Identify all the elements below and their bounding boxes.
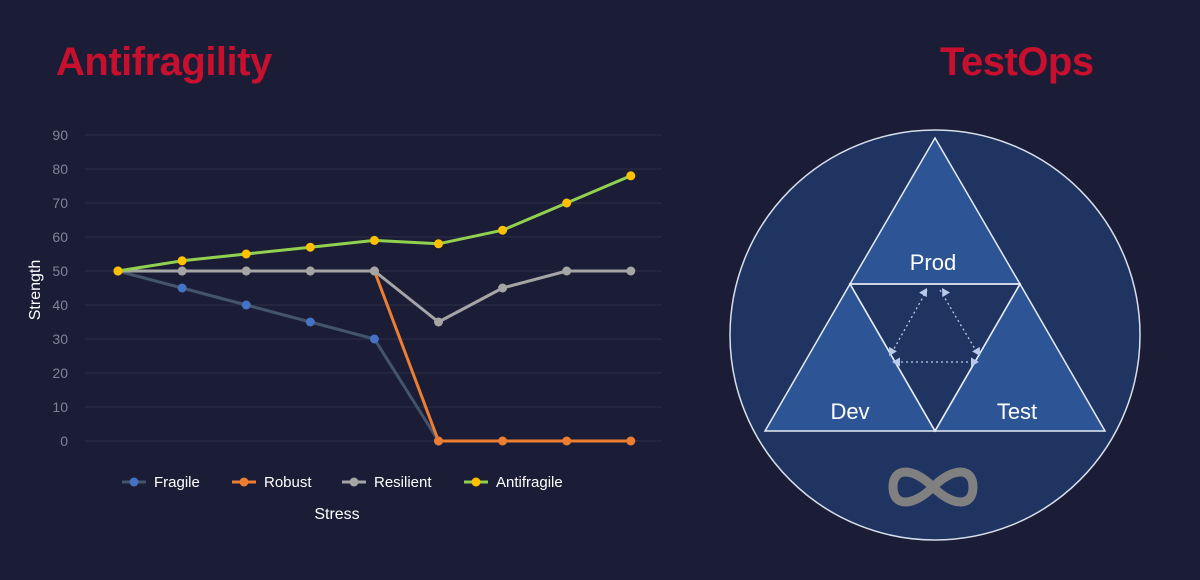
data-point-antifragile xyxy=(498,225,508,235)
data-point-resilient xyxy=(369,266,379,276)
series-line-antifragile xyxy=(117,174,632,273)
legend-label-resilient: Resilient xyxy=(374,474,432,491)
y-tick-label: 40 xyxy=(52,297,68,313)
arrowhead xyxy=(889,346,897,356)
y-tick-label: 90 xyxy=(52,127,68,143)
data-point-resilient xyxy=(305,266,315,276)
data-point-antifragile xyxy=(241,249,251,259)
flow-arrows xyxy=(890,289,979,363)
testops-title: TestOps xyxy=(940,40,1094,84)
data-point-resilient xyxy=(562,266,572,276)
y-tick-label: 10 xyxy=(52,399,68,415)
prod-label: Prod xyxy=(910,250,956,275)
data-point-fragile xyxy=(177,283,187,293)
triangle-dev xyxy=(763,282,937,432)
data-point-robust xyxy=(434,436,443,446)
y-axis-ticks: 0 10 20 30 40 50 60 70 80 90 xyxy=(52,127,68,449)
legend-marker-resilient xyxy=(349,477,359,487)
antifragility-line-chart: 0 10 20 30 40 50 60 70 80 90 Strength Stress Frag… xyxy=(27,127,662,523)
data-point-robust xyxy=(626,436,636,446)
arrowhead xyxy=(971,357,979,367)
arrowhead xyxy=(892,357,900,367)
chart-legend: Fragile Robust Resilient Antifragile xyxy=(122,474,563,491)
data-point-antifragile xyxy=(434,239,443,249)
arrowhead xyxy=(919,288,927,298)
x-axis-title: Stress xyxy=(314,506,359,523)
data-point-antifragile xyxy=(113,266,123,276)
data-point-antifragile xyxy=(305,242,315,252)
y-tick-label: 0 xyxy=(60,433,68,449)
outer-circle xyxy=(729,129,1141,541)
data-point-fragile xyxy=(241,300,251,310)
chart-series-points xyxy=(113,171,636,446)
data-point-antifragile xyxy=(562,198,572,208)
triangle-prod xyxy=(848,136,1022,285)
legend-marker-robust xyxy=(239,477,249,487)
data-point-robust xyxy=(498,436,508,446)
chart-series-lines xyxy=(117,174,632,443)
dev-label: Dev xyxy=(830,399,869,424)
data-point-resilient xyxy=(498,283,508,293)
data-point-resilient xyxy=(626,266,636,276)
y-axis-title: Strength xyxy=(27,260,44,320)
legend-label-antifragile: Antifragile xyxy=(496,474,563,491)
arrowheads xyxy=(889,288,980,367)
antifragility-title: Antifragility xyxy=(56,40,272,84)
y-tick-label: 60 xyxy=(52,229,68,245)
infinity-icon xyxy=(888,467,978,507)
series-line-resilient xyxy=(118,269,631,324)
arrow-prod-test xyxy=(939,289,979,355)
y-tick-label: 30 xyxy=(52,331,68,347)
data-point-antifragile xyxy=(369,235,379,245)
y-tick-label: 20 xyxy=(52,365,68,381)
chart-gridlines xyxy=(85,134,662,442)
test-label: Test xyxy=(997,399,1037,424)
y-tick-label: 80 xyxy=(52,161,68,177)
arrow-prod-dev xyxy=(890,289,928,355)
series-line-robust xyxy=(118,269,631,443)
data-point-antifragile xyxy=(626,171,636,181)
y-tick-label: 50 xyxy=(52,263,68,279)
data-point-resilient xyxy=(434,317,443,327)
data-point-robust xyxy=(562,436,572,446)
legend-marker-fragile xyxy=(129,477,139,487)
legend-marker-antifragile xyxy=(471,477,481,487)
y-tick-label: 70 xyxy=(52,195,68,211)
legend-label-robust: Robust xyxy=(264,474,312,491)
triangle-center xyxy=(848,283,1022,433)
data-point-resilient xyxy=(241,266,251,276)
data-point-antifragile xyxy=(177,256,187,266)
arrowhead xyxy=(972,346,980,356)
legend-label-fragile: Fragile xyxy=(154,474,200,491)
data-point-resilient xyxy=(177,266,187,276)
triangle-test xyxy=(933,282,1107,432)
arrowhead xyxy=(942,288,951,298)
data-point-fragile xyxy=(305,317,315,327)
data-point-fragile xyxy=(369,334,379,344)
series-line-fragile xyxy=(117,269,440,442)
